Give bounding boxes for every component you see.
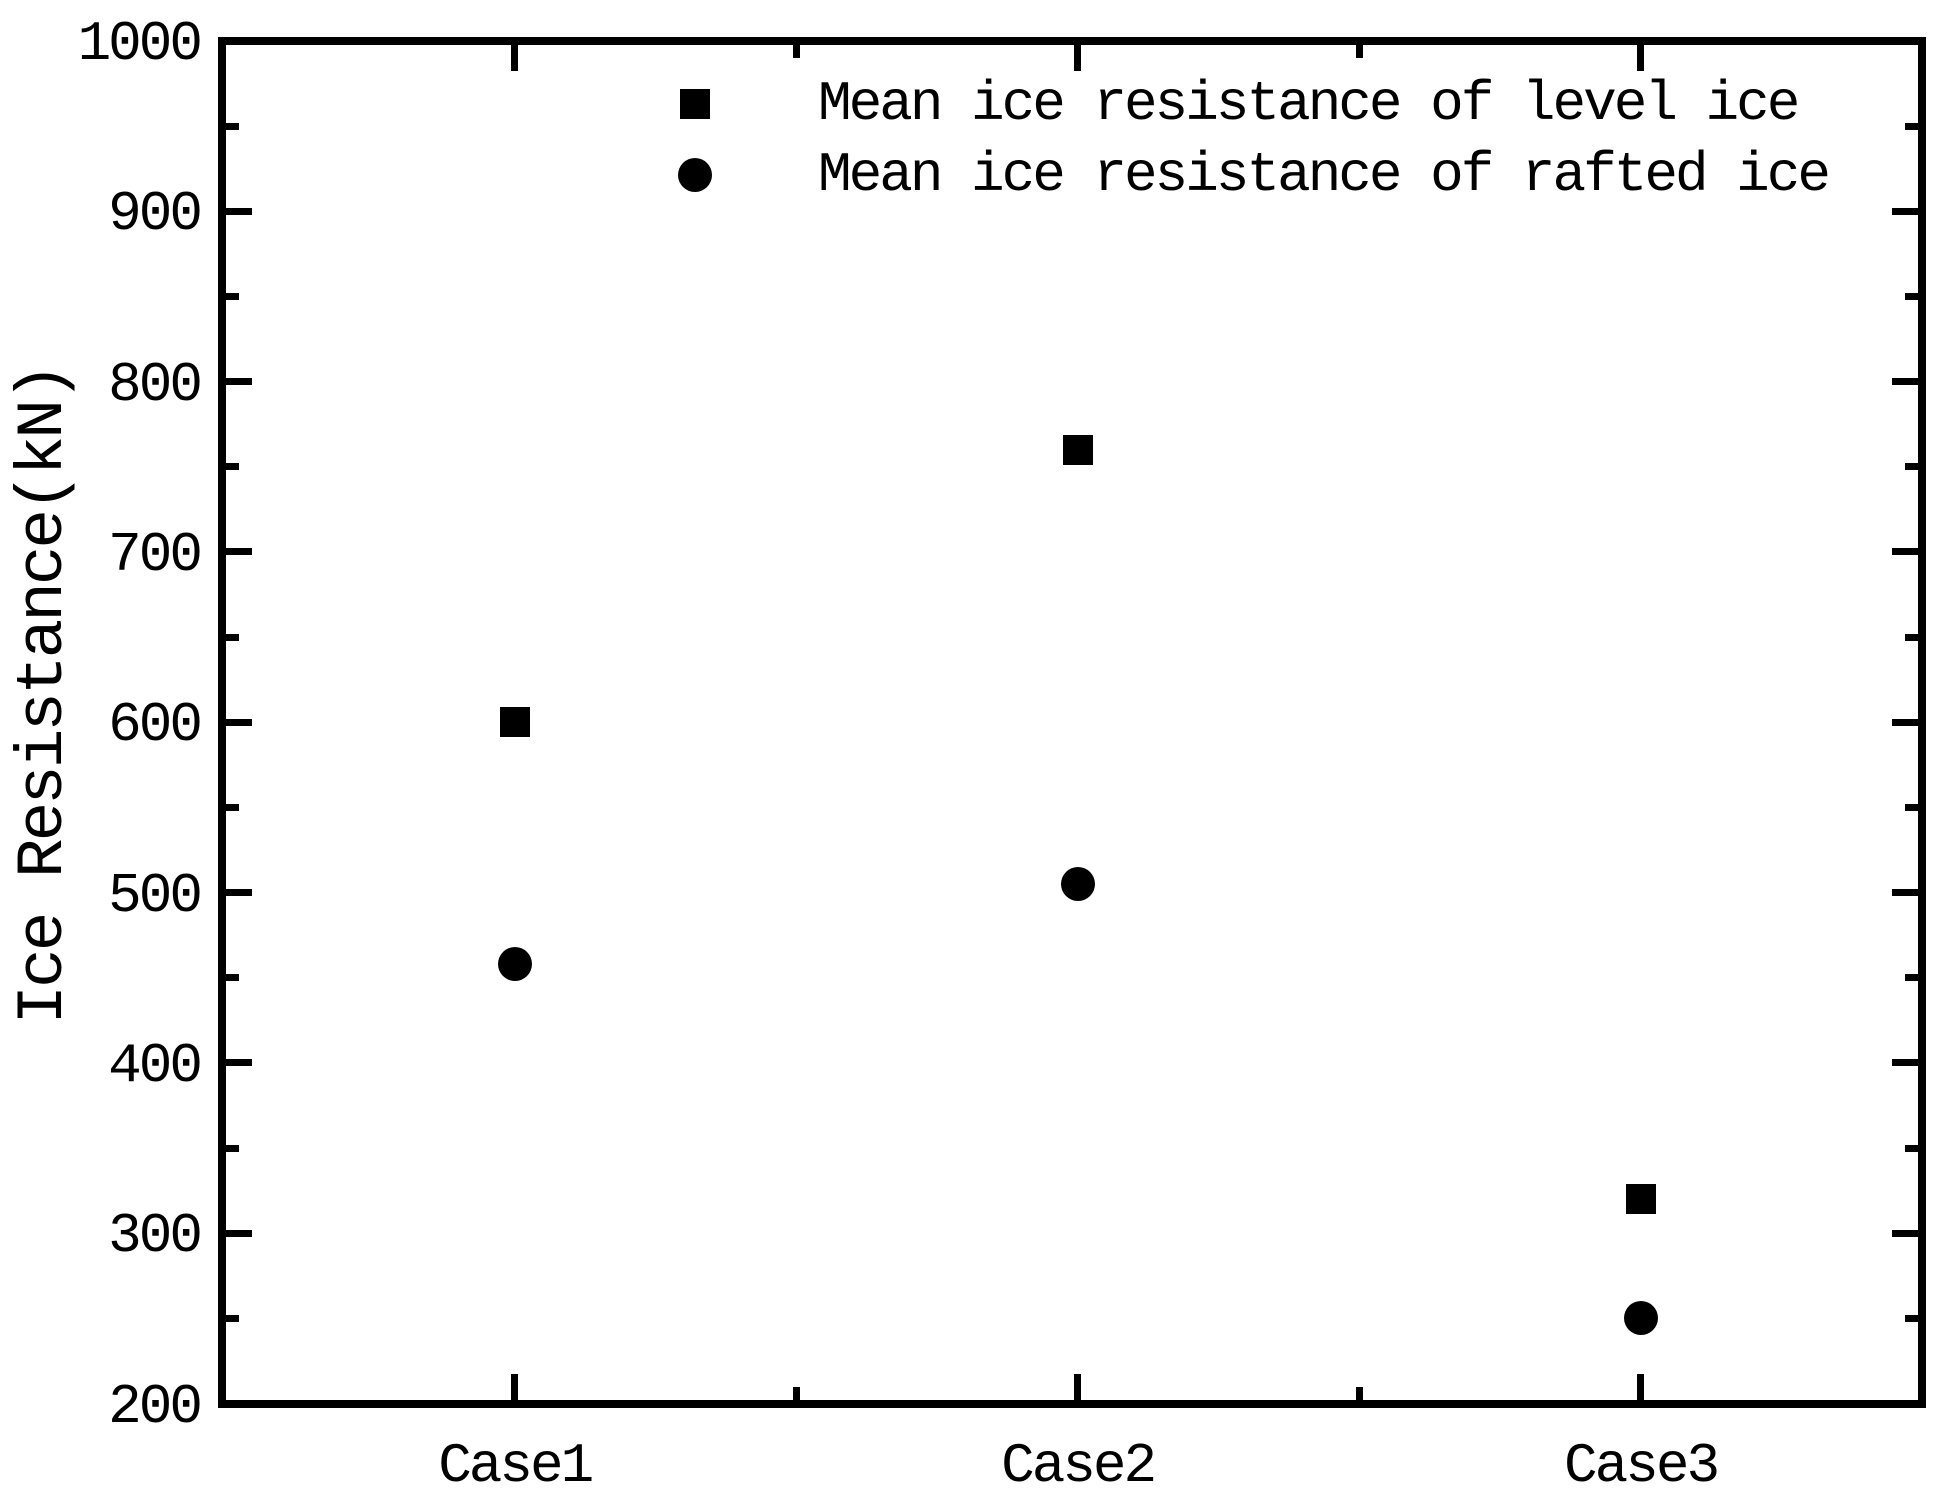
y-minor-tick bbox=[226, 463, 239, 471]
y-major-tick bbox=[226, 718, 252, 726]
y-major-tick bbox=[1892, 1229, 1918, 1237]
data-point-level-ice bbox=[1062, 434, 1093, 465]
legend-marker-square-icon bbox=[680, 89, 710, 119]
x-minor-tick bbox=[1355, 1386, 1363, 1400]
y-major-tick bbox=[226, 1229, 252, 1237]
y-tick-label: 500 bbox=[108, 863, 203, 928]
y-minor-tick bbox=[1905, 292, 1918, 300]
y-major-tick bbox=[1892, 378, 1918, 386]
y-minor-tick bbox=[1905, 633, 1918, 641]
y-minor-tick bbox=[1905, 803, 1918, 811]
x-major-tick bbox=[1074, 1373, 1082, 1400]
x-minor-tick bbox=[1355, 45, 1363, 58]
legend-marker-circle-icon bbox=[678, 158, 712, 192]
data-point-rafted-ice bbox=[1623, 1301, 1658, 1336]
y-major-tick bbox=[1892, 207, 1918, 215]
plot-area bbox=[218, 37, 1926, 1408]
y-axis-title: Ice Resistance(kN) bbox=[6, 365, 81, 1025]
y-minor-tick bbox=[1905, 1314, 1918, 1322]
x-major-tick bbox=[1637, 1373, 1645, 1400]
x-tick-label: Case2 bbox=[1001, 1434, 1157, 1498]
y-tick-label: 400 bbox=[108, 1033, 203, 1098]
x-major-tick bbox=[511, 1373, 519, 1400]
y-tick-label: 900 bbox=[108, 182, 203, 247]
y-minor-tick bbox=[226, 1314, 239, 1322]
y-major-tick bbox=[1892, 718, 1918, 726]
y-minor-tick bbox=[1905, 122, 1918, 130]
x-tick-label: Case3 bbox=[1564, 1434, 1720, 1498]
data-point-level-ice bbox=[1625, 1184, 1656, 1215]
data-point-rafted-ice bbox=[1060, 867, 1095, 902]
x-minor-tick bbox=[792, 1386, 800, 1400]
x-major-tick bbox=[1074, 45, 1082, 71]
y-tick-label: 200 bbox=[108, 1374, 203, 1439]
y-minor-tick bbox=[226, 974, 239, 982]
y-major-tick bbox=[226, 889, 252, 897]
y-minor-tick bbox=[226, 122, 239, 130]
x-tick-label: Case1 bbox=[438, 1434, 594, 1498]
y-minor-tick bbox=[226, 1144, 239, 1152]
y-tick-label: 800 bbox=[108, 352, 203, 417]
y-minor-tick bbox=[1905, 974, 1918, 982]
y-major-tick bbox=[1892, 889, 1918, 897]
legend-label-level-ice: Mean ice resistance of level ice bbox=[818, 72, 1800, 136]
y-major-tick bbox=[1892, 548, 1918, 556]
y-major-tick bbox=[226, 548, 252, 556]
x-minor-tick bbox=[792, 45, 800, 58]
y-tick-label: 300 bbox=[108, 1204, 203, 1269]
x-major-tick bbox=[1637, 45, 1645, 71]
y-tick-label: 700 bbox=[108, 522, 203, 587]
y-minor-tick bbox=[226, 292, 239, 300]
y-tick-label: 600 bbox=[108, 693, 203, 758]
y-minor-tick bbox=[226, 803, 239, 811]
y-major-tick bbox=[226, 1059, 252, 1067]
data-point-level-ice bbox=[499, 707, 530, 738]
y-tick-label: 1000 bbox=[77, 12, 203, 76]
y-major-tick bbox=[226, 378, 252, 386]
x-major-tick bbox=[511, 45, 519, 71]
legend-label-rafted-ice: Mean ice resistance of rafted ice bbox=[818, 143, 1831, 207]
y-minor-tick bbox=[1905, 463, 1918, 471]
y-major-tick bbox=[1892, 1059, 1918, 1067]
y-minor-tick bbox=[226, 633, 239, 641]
y-major-tick bbox=[226, 207, 252, 215]
y-minor-tick bbox=[1905, 1144, 1918, 1152]
data-point-rafted-ice bbox=[497, 947, 532, 982]
